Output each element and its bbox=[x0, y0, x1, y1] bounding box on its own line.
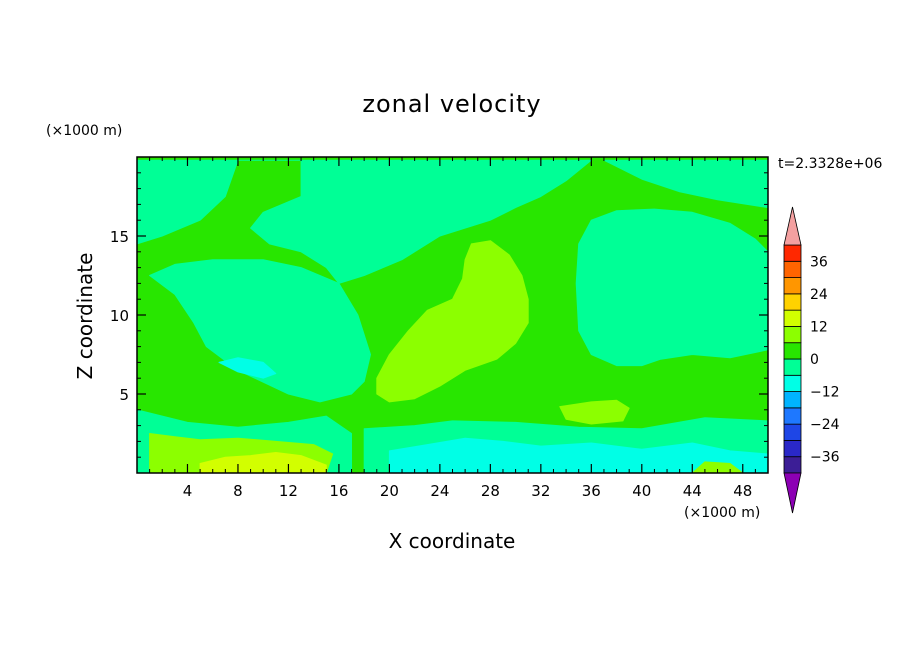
colorbar-tick-label: 12 bbox=[810, 319, 828, 335]
colorbar-segment bbox=[783, 456, 802, 474]
x-tick-label: 16 bbox=[329, 482, 348, 500]
field-region-upper-left-jet bbox=[137, 159, 592, 284]
y-tick-label: 5 bbox=[119, 386, 129, 404]
x-tick-label: 4 bbox=[183, 482, 193, 500]
field-region-left-vortex bbox=[149, 259, 371, 403]
x-axis-label: X coordinate bbox=[389, 529, 516, 553]
field-region-vortex-core bbox=[218, 357, 277, 379]
colorbar-extend-high bbox=[783, 206, 802, 246]
field-region-right-column bbox=[575, 208, 768, 367]
colorbar-segment bbox=[783, 407, 802, 425]
time-label: t=2.3328e+06 bbox=[778, 156, 882, 172]
y-axis-label: Z coordinate bbox=[73, 253, 97, 380]
colorbar-segment bbox=[783, 326, 802, 344]
y-unit-label: (×1000 m) bbox=[46, 123, 122, 139]
colorbar-segment bbox=[783, 440, 802, 458]
colorbar: −36 −24 −12 0 12 24 36 bbox=[783, 206, 840, 514]
y-tick-label: 10 bbox=[110, 307, 129, 325]
field-region-mid-positive bbox=[376, 240, 529, 403]
contour-field bbox=[137, 157, 768, 473]
colorbar-tick-label: 36 bbox=[810, 254, 828, 270]
colorbar-tick-label: 24 bbox=[810, 287, 828, 303]
colorbar-segment bbox=[783, 342, 802, 360]
colorbar-tick-label: −36 bbox=[810, 450, 840, 466]
field-region-surface-min bbox=[439, 456, 504, 473]
x-tick-label: 12 bbox=[279, 482, 298, 500]
y-tick-label: 15 bbox=[110, 228, 129, 246]
x-tick-label: 24 bbox=[430, 482, 449, 500]
x-tick-label: 28 bbox=[481, 482, 500, 500]
x-tick-label: 8 bbox=[233, 482, 243, 500]
chart-title: zonal velocity bbox=[362, 90, 541, 118]
colorbar-segment bbox=[783, 374, 802, 392]
colorbar-segment bbox=[783, 358, 802, 376]
field-region-top-right bbox=[603, 159, 768, 209]
x-unit-label: (×1000 m) bbox=[684, 505, 760, 521]
x-tick-label: 32 bbox=[531, 482, 550, 500]
colorbar-segment bbox=[783, 277, 802, 295]
colorbar-tick-label: −12 bbox=[810, 385, 840, 401]
x-tick-label: 48 bbox=[733, 482, 752, 500]
x-tick-label: 44 bbox=[683, 482, 702, 500]
x-ticks: 4 8 12 16 20 24 28 32 36 40 44 48 bbox=[149, 157, 756, 500]
y-ticks: 5 10 15 bbox=[110, 172, 768, 458]
colorbar-segment bbox=[783, 423, 802, 441]
x-tick-label: 40 bbox=[632, 482, 651, 500]
colorbar-segment bbox=[783, 260, 802, 278]
field-region-small-positive bbox=[559, 399, 630, 425]
colorbar-segment bbox=[783, 309, 802, 327]
field-region-surface-max bbox=[199, 452, 327, 473]
x-tick-label: 20 bbox=[380, 482, 399, 500]
colorbar-segment bbox=[783, 293, 802, 311]
colorbar-segment bbox=[783, 244, 802, 262]
colorbar-tick-label: 0 bbox=[810, 352, 819, 368]
colorbar-extend-low bbox=[783, 472, 802, 514]
x-tick-label: 36 bbox=[582, 482, 601, 500]
colorbar-segment bbox=[783, 391, 802, 409]
colorbar-tick-label: −24 bbox=[810, 417, 840, 433]
